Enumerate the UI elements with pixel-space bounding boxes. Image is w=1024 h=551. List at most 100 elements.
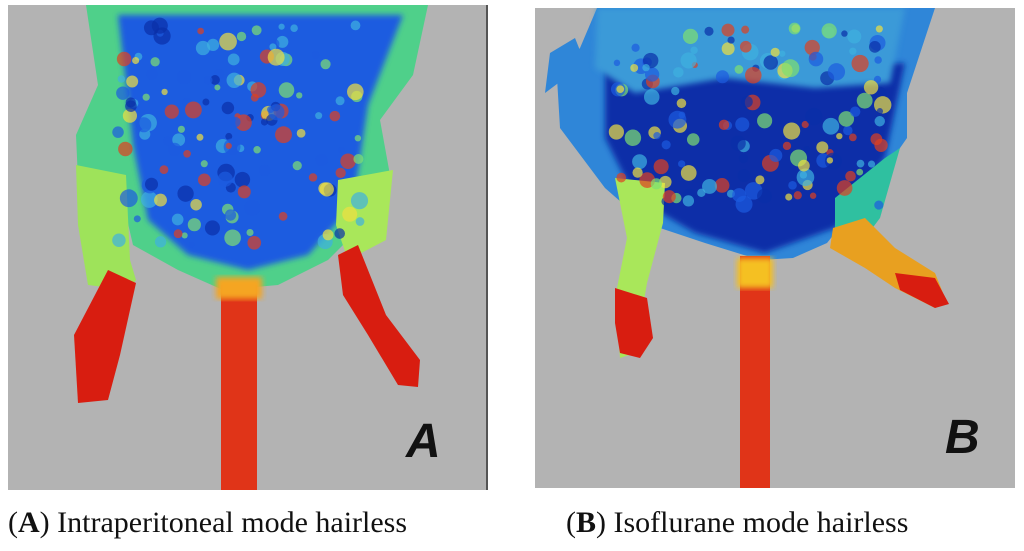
texture-blot	[267, 48, 285, 66]
texture-blot	[350, 192, 369, 210]
texture-blot	[799, 171, 808, 179]
texture-blot	[686, 133, 700, 146]
texture-blot	[824, 152, 842, 170]
texture-blot	[253, 146, 261, 154]
texture-blot	[126, 75, 139, 88]
texture-blot	[737, 169, 751, 183]
texture-blot	[779, 50, 786, 57]
texture-blot	[353, 154, 364, 165]
texture-blot	[116, 51, 132, 67]
texture-blot	[144, 177, 159, 191]
texture-blot	[816, 141, 829, 154]
texture-blot	[690, 46, 698, 54]
texture-blot	[757, 113, 773, 129]
texture-blot	[788, 22, 801, 35]
texture-blot	[136, 117, 152, 133]
texture-blot	[714, 178, 730, 193]
caption-open: (	[566, 506, 576, 539]
texture-blot	[808, 51, 824, 67]
texture-blot	[234, 171, 251, 188]
texture-blot	[184, 101, 202, 119]
texture-blot	[224, 209, 237, 221]
texture-blot	[838, 111, 855, 127]
texture-blot	[836, 132, 843, 140]
texture-blot	[230, 116, 241, 128]
texture-blot	[335, 167, 346, 178]
texture-blot	[355, 217, 365, 226]
texture-blot	[190, 198, 202, 211]
texture-blot	[863, 80, 879, 95]
texture-blot	[176, 69, 192, 85]
texture-blot	[354, 134, 362, 142]
texture-blot	[718, 119, 730, 131]
caption-label: B	[576, 506, 596, 539]
texture-blot	[650, 178, 662, 190]
texture-blot	[805, 107, 823, 126]
texture-blot	[181, 232, 188, 239]
texture-blot	[278, 211, 288, 221]
texture-blot	[763, 55, 779, 70]
caption-label: A	[18, 506, 40, 539]
texture-blot	[320, 59, 331, 70]
caption-open: (	[8, 506, 18, 539]
texture-blot	[721, 23, 735, 37]
panel-letter: A	[405, 415, 441, 468]
texture-blot	[827, 63, 846, 81]
texture-blot	[223, 138, 241, 156]
texture-blot	[704, 26, 714, 36]
texture-blot	[653, 159, 669, 175]
texture-blot	[874, 138, 888, 152]
panel-letter: B	[945, 411, 980, 464]
caption-text: ) Intraperitoneal mode hairless	[40, 506, 407, 539]
texture-blot	[347, 83, 364, 101]
texture-blot	[315, 153, 328, 167]
texture-blot	[850, 106, 861, 117]
texture-blot	[322, 229, 334, 241]
texture-blot	[730, 135, 746, 151]
texture-blot	[244, 199, 261, 216]
texture-blot	[757, 188, 772, 204]
texture-blot	[616, 172, 627, 183]
texture-blot	[146, 68, 158, 80]
texture-blot	[269, 43, 277, 51]
texture-blot	[680, 165, 697, 181]
texture-blot	[334, 228, 346, 239]
texture-blot	[788, 181, 797, 190]
texture-blot	[200, 160, 208, 168]
texture-blot	[849, 133, 857, 142]
texture-blot	[150, 57, 160, 67]
texture-blot	[142, 93, 150, 101]
texture-blot	[659, 175, 672, 189]
texture-blot	[203, 75, 213, 85]
texture-blot	[250, 82, 267, 98]
texture-blot	[197, 27, 205, 35]
texture-blot	[874, 200, 884, 210]
texture-blot	[214, 84, 221, 91]
texture-blot	[721, 42, 735, 56]
texture-blot	[225, 132, 233, 140]
texture-blot	[632, 154, 648, 170]
texture-blot	[183, 149, 191, 158]
texture-blot	[739, 40, 752, 53]
texture-blot	[164, 104, 179, 119]
texture-blot	[204, 220, 220, 236]
texture-blot	[769, 148, 783, 162]
texture-blot	[798, 159, 810, 172]
texture-blot	[836, 180, 853, 196]
texture-blot	[785, 193, 793, 201]
texture-blot	[702, 178, 717, 194]
texture-blot	[643, 89, 660, 105]
texture-blot	[278, 82, 295, 98]
texture-blot	[631, 43, 640, 52]
texture-blot	[781, 59, 800, 78]
texture-blot	[187, 218, 201, 232]
texture-blot	[856, 168, 864, 176]
texture-blot	[845, 170, 856, 182]
texture-blot	[632, 167, 643, 178]
texture-blot	[196, 133, 204, 141]
texture-blot	[874, 56, 882, 64]
texture-blot	[745, 66, 762, 84]
texture-blot	[782, 141, 792, 151]
texture-blot	[849, 47, 857, 55]
